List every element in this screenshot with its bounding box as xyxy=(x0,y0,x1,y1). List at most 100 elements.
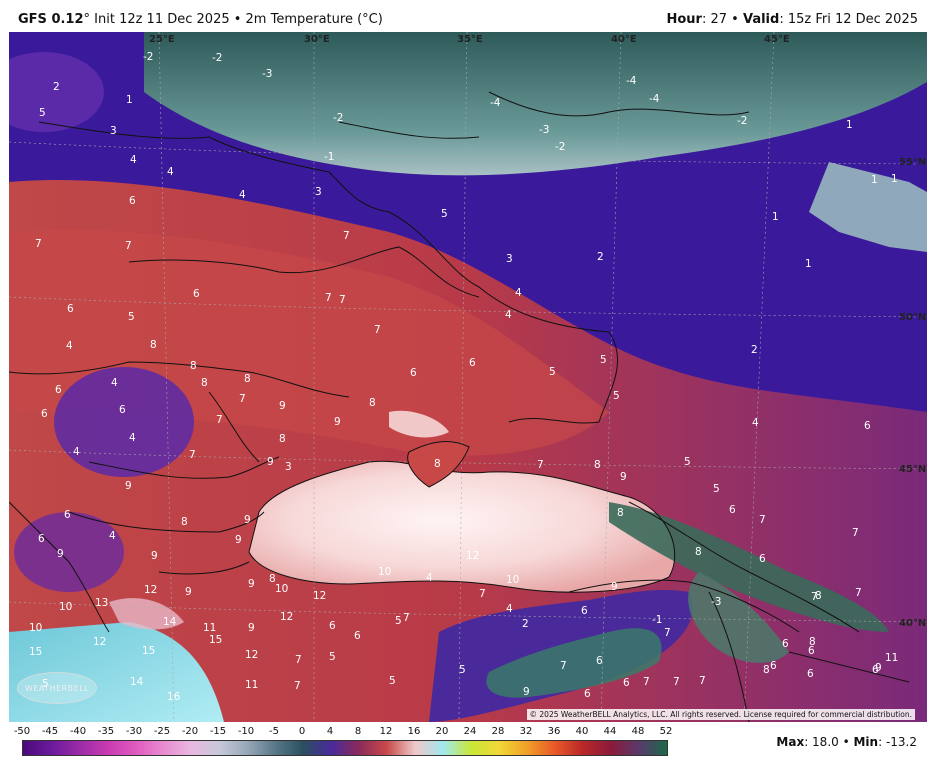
cold-patch-east xyxy=(809,162,927,252)
sea-of-azov xyxy=(389,410,449,438)
temperature-label: 5 xyxy=(395,615,402,627)
header-title: GFS 0.12° Init 12z 11 Dec 2025 • 2m Temp… xyxy=(18,12,383,27)
temperature-label: 1 xyxy=(805,258,812,270)
temperature-label: 12 xyxy=(93,636,106,648)
temperature-label: 7 xyxy=(403,612,410,624)
temperature-label: 16 xyxy=(167,691,181,703)
temperature-label: 1 xyxy=(772,211,779,223)
cold-north-region xyxy=(144,32,927,176)
temperature-label: 9 xyxy=(235,534,242,546)
lat-label-50: 50°N xyxy=(899,312,926,323)
temperature-label: -4 xyxy=(490,97,501,109)
temperature-label: 7 xyxy=(294,680,301,692)
temperature-label: 9 xyxy=(248,578,255,590)
legend-tick-label: -40 xyxy=(69,726,87,737)
temperature-label: 7 xyxy=(699,675,706,687)
legend-tick-label: -30 xyxy=(125,726,143,737)
temperature-label: 6 xyxy=(410,367,417,379)
country-borders xyxy=(9,91,910,722)
temperature-label: 7 xyxy=(295,654,302,666)
temperature-label: 7 xyxy=(35,238,42,250)
temperature-label: 9 xyxy=(267,456,274,468)
legend-tick-label: -5 xyxy=(269,726,279,737)
header-valid: Hour: 27 • Valid: 15z Fri 12 Dec 2025 xyxy=(666,12,918,27)
temperature-label: 8 xyxy=(244,373,251,385)
temperature-label: 11 xyxy=(245,679,258,691)
temperature-label: 7 xyxy=(855,587,862,599)
valid-value: : 15z Fri 12 Dec 2025 xyxy=(779,12,918,27)
map-svg: 25°E 30°E 35°E 40°E 45°E 55°N 50°N 45°N … xyxy=(9,32,927,722)
temperature-label: 4 xyxy=(66,340,73,352)
temperature-label: 9 xyxy=(279,400,286,412)
lat-label-40: 40°N xyxy=(899,618,926,629)
legend-tick-label: -35 xyxy=(97,726,115,737)
init-text: Init 12z 11 Dec 2025 • 2m Temperature (°… xyxy=(90,12,383,27)
temperature-label: 6 xyxy=(864,420,871,432)
temperature-label: 7 xyxy=(339,294,346,306)
temperature-label: 2 xyxy=(751,344,758,356)
temperature-label: -3 xyxy=(539,124,549,136)
temperature-label: 10 xyxy=(29,622,42,634)
temperature-label: 4 xyxy=(129,432,136,444)
temperature-label: 5 xyxy=(459,664,466,676)
temperature-label: 10 xyxy=(378,566,391,578)
temperature-label: 12 xyxy=(466,550,479,562)
temperature-label: 8 xyxy=(695,546,702,558)
temperature-label: 7 xyxy=(479,588,486,600)
temperature-label: 15 xyxy=(142,645,155,657)
legend-tick-label: 8 xyxy=(354,726,362,737)
max-min-readout: Max: 18.0 • Min: -13.2 xyxy=(776,735,917,749)
temperature-label: 5 xyxy=(684,456,691,468)
header: GFS 0.12° Init 12z 11 Dec 2025 • 2m Temp… xyxy=(0,0,935,32)
temperature-label: 2 xyxy=(597,251,604,263)
temperature-label: 9 xyxy=(523,686,530,698)
temperature-label: 3 xyxy=(315,186,322,198)
legend-tick-label: 52 xyxy=(659,726,673,737)
temperature-label: 4 xyxy=(109,530,116,542)
temperature-label: 4 xyxy=(426,572,433,584)
snow-highlands-anatolia xyxy=(486,628,662,698)
temperature-label: 10 xyxy=(506,574,519,586)
temperature-label: 8 xyxy=(434,458,441,470)
legend-tick-label: 0 xyxy=(298,726,306,737)
min-label: Min xyxy=(853,735,879,749)
temperature-label: 10 xyxy=(275,583,288,595)
temperature-label: 8 xyxy=(269,573,276,585)
temperature-label: 5 xyxy=(441,208,448,220)
weatherbell-logo: WEATHERBELL xyxy=(17,672,97,704)
temperature-label: 9 xyxy=(151,550,158,562)
temperature-label: 8 xyxy=(594,459,601,471)
temperature-label: 6 xyxy=(129,195,136,207)
temperature-label: 8 xyxy=(809,636,816,648)
temperature-label: 9 xyxy=(875,662,882,674)
temperature-label: 9 xyxy=(125,480,132,492)
temperature-label: -2 xyxy=(143,51,153,63)
min-value: : -13.2 xyxy=(878,735,917,749)
temperature-label: 7 xyxy=(537,459,544,471)
legend-tick-label: 20 xyxy=(435,726,449,737)
thracian-warm xyxy=(109,598,184,630)
legend-tick-label: 36 xyxy=(547,726,561,737)
temperature-label: 9 xyxy=(244,514,251,526)
temperature-label: 4 xyxy=(506,603,513,615)
temperature-label: 7 xyxy=(852,527,859,539)
legend-tick-label: 28 xyxy=(491,726,505,737)
temperature-label: 6 xyxy=(808,645,815,657)
black-sea-coast xyxy=(248,460,676,593)
temperature-label: 6 xyxy=(584,688,591,700)
temperature-label: 8 xyxy=(279,433,286,445)
temperature-label: 6 xyxy=(872,664,879,676)
temperature-label: 9 xyxy=(57,548,64,560)
temperature-label: 5 xyxy=(613,390,620,402)
temperature-label: 12 xyxy=(280,611,293,623)
legend-tick-label: 16 xyxy=(407,726,421,737)
temperature-label: 7 xyxy=(664,627,671,639)
temperature-label: -2 xyxy=(555,141,565,153)
temperature-label: 4 xyxy=(505,309,512,321)
legend-tick-label: 44 xyxy=(603,726,617,737)
temperature-label: 9 xyxy=(248,622,255,634)
hour-value: : 27 • xyxy=(701,12,743,27)
lat-label-55: 55°N xyxy=(899,157,926,168)
temperature-label: 4 xyxy=(167,166,174,178)
armenian-highlands xyxy=(688,572,789,663)
